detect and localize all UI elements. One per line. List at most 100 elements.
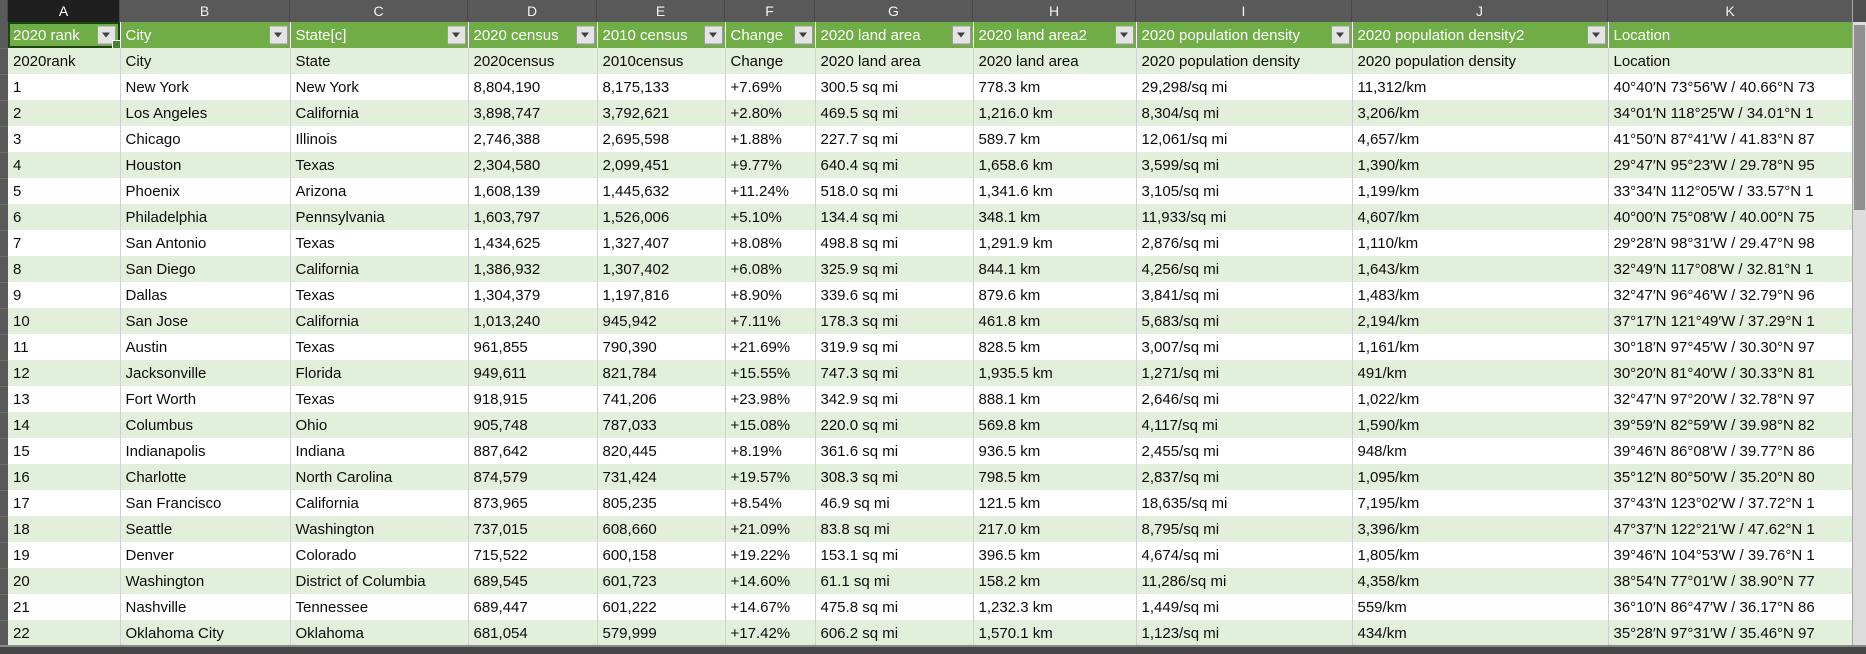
cell[interactable]: 1,643/km <box>1352 256 1609 282</box>
cell[interactable]: +8.19% <box>725 438 816 464</box>
filter-dropdown-button[interactable] <box>1330 25 1350 45</box>
cell[interactable]: +17.42% <box>725 620 816 646</box>
cell[interactable]: 948/km <box>1352 438 1609 464</box>
cell[interactable]: 1,658.6 km <box>973 152 1137 178</box>
cell[interactable]: 33°34′N 112°05′W / 33.57°N 1 <box>1608 178 1853 204</box>
cell[interactable]: 11,933/sq mi <box>1136 204 1353 230</box>
cell[interactable]: 2020 population density <box>1136 48 1353 74</box>
cell[interactable]: 888.1 km <box>973 386 1137 412</box>
cell[interactable]: 8,804,190 <box>468 74 598 100</box>
cell[interactable]: 29°28′N 98°31′W / 29.47°N 98 <box>1608 230 1853 256</box>
filter-dropdown-button[interactable] <box>268 25 288 45</box>
cell[interactable]: 153.1 sq mi <box>815 542 974 568</box>
cell[interactable]: 61.1 sq mi <box>815 568 974 594</box>
cell[interactable]: New York <box>120 74 291 100</box>
cell[interactable]: +21.69% <box>725 334 816 360</box>
cell[interactable]: Tennessee <box>290 594 469 620</box>
cell[interactable]: 8 <box>8 256 121 282</box>
cell[interactable]: 2,099,451 <box>597 152 726 178</box>
cell[interactable]: 1,216.0 km <box>973 100 1137 126</box>
cell[interactable]: 1,022/km <box>1352 386 1609 412</box>
cell[interactable]: 949,611 <box>468 360 598 386</box>
header-cell-2020-population-density2[interactable]: 2020 population density2 <box>1352 22 1609 48</box>
cell[interactable]: Texas <box>290 282 469 308</box>
cell[interactable]: 17 <box>8 490 121 516</box>
cell[interactable]: 12,061/sq mi <box>1136 126 1353 152</box>
cell[interactable]: 1,386,932 <box>468 256 598 282</box>
cell[interactable]: Phoenix <box>120 178 291 204</box>
cell[interactable]: 4,358/km <box>1352 568 1609 594</box>
cell[interactable]: California <box>290 490 469 516</box>
cell[interactable]: 339.6 sq mi <box>815 282 974 308</box>
cell[interactable]: 46.9 sq mi <box>815 490 974 516</box>
cell[interactable]: 6 <box>8 204 121 230</box>
cell[interactable]: 844.1 km <box>973 256 1137 282</box>
cell[interactable]: 1,805/km <box>1352 542 1609 568</box>
row-header-sliver[interactable] <box>0 542 8 569</box>
cell[interactable]: 491/km <box>1352 360 1609 386</box>
filter-dropdown-button[interactable] <box>1114 25 1134 45</box>
cell[interactable]: District of Columbia <box>290 568 469 594</box>
cell[interactable]: +11.24% <box>725 178 816 204</box>
cell[interactable]: 40°00′N 75°08′W / 40.00°N 75 <box>1608 204 1853 230</box>
cell[interactable]: 1,271/sq mi <box>1136 360 1353 386</box>
cell[interactable]: 1,449/sq mi <box>1136 594 1353 620</box>
cell[interactable]: 1,110/km <box>1352 230 1609 256</box>
cell[interactable]: Fort Worth <box>120 386 291 412</box>
header-cell-location[interactable]: Location <box>1608 22 1853 48</box>
row-header-sliver[interactable] <box>0 152 8 179</box>
cell[interactable]: +14.60% <box>725 568 816 594</box>
cell[interactable]: 32°49′N 117°08′W / 32.81°N 1 <box>1608 256 1853 282</box>
cell[interactable]: 469.5 sq mi <box>815 100 974 126</box>
cell[interactable]: New York <box>290 74 469 100</box>
filter-dropdown-button[interactable] <box>1586 25 1606 45</box>
cell[interactable]: California <box>290 256 469 282</box>
cell[interactable]: 2,646/sq mi <box>1136 386 1353 412</box>
cell[interactable]: 1,341.6 km <box>973 178 1137 204</box>
cell[interactable]: 1 <box>8 74 121 100</box>
cell[interactable]: 3,105/sq mi <box>1136 178 1353 204</box>
column-letter-H[interactable]: H <box>973 0 1136 22</box>
cell[interactable]: 10 <box>8 308 121 334</box>
cell[interactable]: Washington <box>120 568 291 594</box>
cell[interactable]: 4,657/km <box>1352 126 1609 152</box>
row-header-sliver[interactable] <box>0 74 8 101</box>
cell[interactable]: 1,307,402 <box>597 256 726 282</box>
cell[interactable]: California <box>290 308 469 334</box>
row-header-sliver[interactable] <box>0 178 8 205</box>
cell[interactable]: 1,232.3 km <box>973 594 1137 620</box>
cell[interactable]: Texas <box>290 334 469 360</box>
cell[interactable]: 2,746,388 <box>468 126 598 152</box>
cell[interactable]: +8.90% <box>725 282 816 308</box>
row-header-sliver[interactable] <box>0 256 8 283</box>
cell[interactable]: 2,695,598 <box>597 126 726 152</box>
cell[interactable]: 961,855 <box>468 334 598 360</box>
cell[interactable]: +19.22% <box>725 542 816 568</box>
cell[interactable]: 83.8 sq mi <box>815 516 974 542</box>
cell[interactable]: 134.4 sq mi <box>815 204 974 230</box>
cell[interactable]: 737,015 <box>468 516 598 542</box>
cell[interactable]: 18 <box>8 516 121 542</box>
cell[interactable]: 12 <box>8 360 121 386</box>
cell[interactable]: 29°47′N 95°23′W / 29.78°N 95 <box>1608 152 1853 178</box>
cell[interactable]: 2020 population density <box>1352 48 1609 74</box>
scrollbar-thumb[interactable] <box>1854 25 1865 210</box>
cell[interactable]: 5 <box>8 178 121 204</box>
cell[interactable]: 601,222 <box>597 594 726 620</box>
cell[interactable]: 37°17′N 121°49′W / 37.29°N 1 <box>1608 308 1853 334</box>
row-header-sliver[interactable] <box>0 490 8 517</box>
cell[interactable]: 798.5 km <box>973 464 1137 490</box>
cell[interactable]: 3,898,747 <box>468 100 598 126</box>
header-cell-2020-land-area[interactable]: 2020 land area <box>815 22 974 48</box>
cell[interactable]: 15 <box>8 438 121 464</box>
cell[interactable]: 47°37′N 122°21′W / 47.62°N 1 <box>1608 516 1853 542</box>
cell[interactable]: 4,117/sq mi <box>1136 412 1353 438</box>
cell[interactable]: +6.08% <box>725 256 816 282</box>
column-letter-C[interactable]: C <box>290 0 468 22</box>
column-letter-K[interactable]: K <box>1725 3 1735 19</box>
cell[interactable]: 35°28′N 97°31′W / 35.46°N 97 <box>1608 620 1853 646</box>
cell[interactable]: Texas <box>290 386 469 412</box>
cell[interactable]: Illinois <box>290 126 469 152</box>
cell[interactable]: Location <box>1608 48 1853 74</box>
cell[interactable]: +15.55% <box>725 360 816 386</box>
